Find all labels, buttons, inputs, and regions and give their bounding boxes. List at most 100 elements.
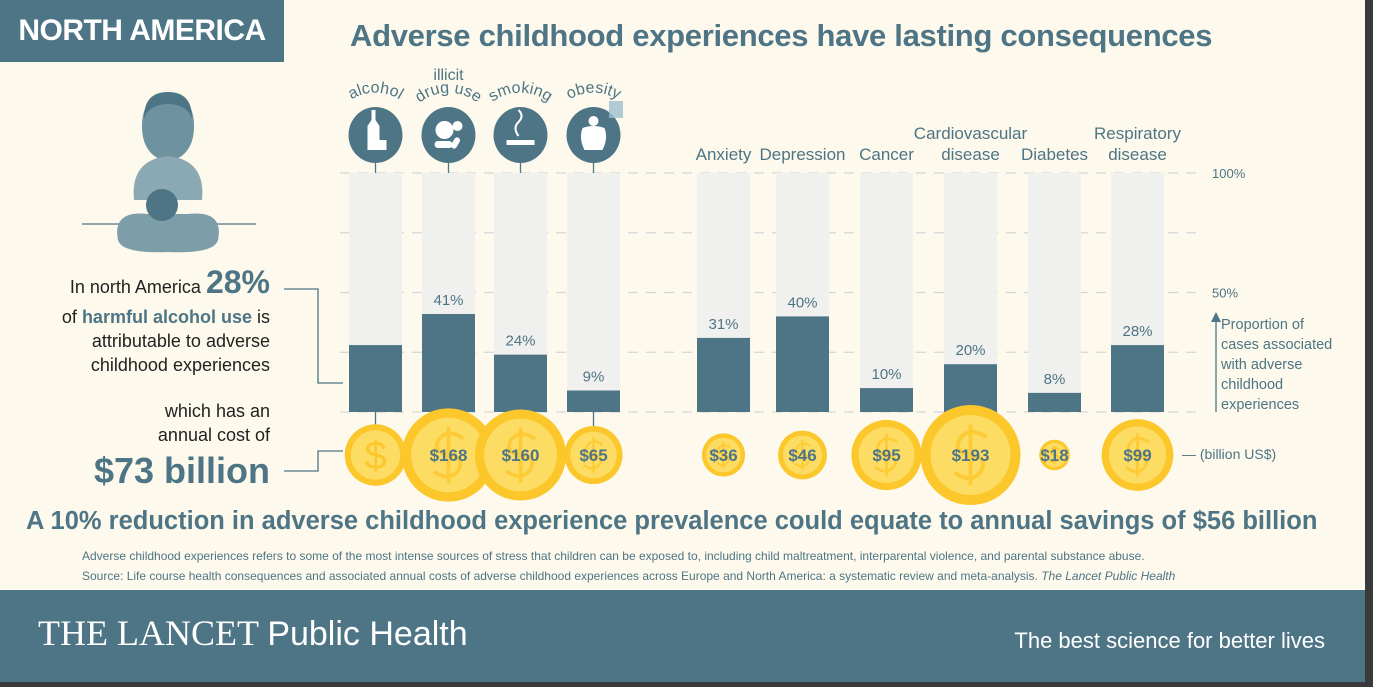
- dollar-sign-icon: [504, 427, 537, 483]
- bar: [494, 354, 547, 412]
- dollar-sign-icon: [874, 433, 899, 477]
- connector-line: [284, 288, 343, 384]
- bar: [567, 390, 620, 412]
- bar-background: [860, 173, 913, 412]
- region-label: NORTH AMERICA: [0, 0, 284, 62]
- smoke-shape: [514, 109, 523, 137]
- bar: [944, 364, 997, 412]
- dollar-sign-icon: [716, 441, 731, 469]
- bar: [422, 314, 475, 412]
- y-tick-label: 50%: [1212, 286, 1238, 301]
- brand-name: THE LANCET: [38, 613, 259, 653]
- stat-highlight: harmful alcohol use: [81, 307, 252, 327]
- pills-icon-glyph: [434, 121, 463, 149]
- dollar-sign-icon: [953, 424, 988, 486]
- bar-value-label: 41%: [433, 292, 463, 309]
- coin-value-label: $36: [709, 446, 737, 465]
- bar: [1111, 345, 1164, 412]
- selection-marker: [609, 101, 623, 118]
- chart: $ $168 $160 $65 $36 $46 $95 $193 $18 $99 100% 50% P…: [82, 67, 1332, 506]
- category-label: Cancer: [859, 145, 914, 164]
- bar-value-label: 20%: [955, 342, 985, 359]
- category-label: drug use: [412, 79, 485, 106]
- coin-value-label: $99: [1123, 446, 1151, 465]
- bar: [349, 345, 402, 412]
- y-axis-label: cases associated: [1221, 337, 1332, 353]
- coin-value-label: $95: [872, 446, 900, 465]
- baby-illustration: [82, 92, 256, 253]
- tagline: The best science for better lives: [1014, 628, 1325, 653]
- cigarette-shape: [506, 140, 535, 145]
- category-label: alcohol: [346, 80, 407, 103]
- cost-text: which has an annual cost of: [158, 399, 270, 447]
- coin-value-label: $160: [502, 446, 540, 465]
- cigarette-icon-glyph: [506, 109, 535, 145]
- capsule-shape: [434, 141, 453, 148]
- page-title: Adverse childhood experiences have lasti…: [350, 18, 1213, 53]
- window-edge: [1365, 0, 1373, 687]
- bar-value-label: 28%: [1122, 323, 1152, 340]
- cost-text-line: annual cost of: [157, 425, 270, 445]
- bottle-shape: [367, 110, 380, 150]
- stat-text: is: [257, 307, 270, 327]
- pill-shape: [452, 121, 463, 131]
- coin-value-label: $168: [430, 446, 468, 465]
- source-journal: The Lancet Public Health: [1041, 569, 1176, 583]
- dollar-sign-icon: [1125, 433, 1150, 477]
- bar-background: [1028, 173, 1081, 412]
- stat-prefix: In north America: [69, 277, 201, 297]
- coin-value-label: $18: [1040, 446, 1068, 465]
- head-shape: [588, 116, 599, 126]
- category-label: smoking: [486, 79, 556, 105]
- coin-value-label: $193: [952, 446, 990, 465]
- bar-value-label: 24%: [505, 333, 535, 350]
- coin-value-label: $65: [579, 446, 607, 465]
- bar-background: [567, 173, 620, 412]
- source-text: Source: Life course health consequences …: [82, 569, 1038, 583]
- bar: [697, 337, 750, 412]
- cost-value: $73 billion: [93, 450, 270, 491]
- category-label: illicit: [433, 67, 464, 84]
- stat-text: of: [61, 307, 77, 327]
- y-tick-label: 100%: [1212, 166, 1246, 181]
- bar-value-label: 10%: [871, 366, 901, 383]
- y-axis-label: with adverse: [1220, 357, 1302, 373]
- footer: THE LANCET Public Health The best scienc…: [0, 590, 1365, 682]
- category-label: Diabetes: [1021, 145, 1088, 164]
- connector-line: [284, 450, 343, 472]
- brand-sub: Public Health: [267, 615, 468, 653]
- stat-text: attributable to adverse: [91, 331, 270, 351]
- bar-value-label: 40%: [787, 294, 817, 311]
- category-label: Anxiety: [696, 145, 752, 164]
- obese-person-icon-glyph: [580, 116, 607, 150]
- cost-text-line: which has an: [164, 401, 270, 421]
- category-label: Respiratory: [1094, 124, 1181, 143]
- category-label: Cardiovascular: [914, 124, 1028, 143]
- dollar-sign-icon: $: [364, 434, 386, 478]
- axis-arrow-head: [1211, 312, 1221, 322]
- source-note: Source: Life course health consequences …: [82, 569, 1175, 584]
- cigarette-icon: [493, 107, 548, 163]
- category-label: Depression: [760, 145, 846, 164]
- capsule-shape: [451, 137, 460, 149]
- y-axis-label: childhood: [1221, 377, 1283, 393]
- alcohol-stat-text: In north America 28% of harmful alcohol …: [62, 264, 270, 377]
- bar: [1028, 392, 1081, 412]
- bar: [776, 316, 829, 412]
- headline: A 10% reduction in adverse childhood exp…: [26, 507, 1318, 535]
- stat-text: childhood experiences: [90, 355, 270, 375]
- pill-shape: [435, 121, 454, 139]
- dollar-sign-icon: [1049, 445, 1060, 465]
- window-edge: [0, 682, 1373, 687]
- category-label: obesity: [564, 79, 624, 102]
- bar-value-label: 8%: [1044, 371, 1066, 388]
- bar-value-label: 9%: [583, 368, 605, 385]
- bar: [860, 388, 913, 412]
- dollar-sign-icon: [583, 437, 604, 473]
- dollar-sign-icon: [794, 440, 811, 470]
- category-label: disease: [941, 145, 1000, 164]
- coin-face: [350, 430, 401, 480]
- category-label: disease: [1108, 145, 1167, 164]
- bottle-glass-icon-glyph: [367, 110, 387, 150]
- body-shape: [580, 126, 607, 150]
